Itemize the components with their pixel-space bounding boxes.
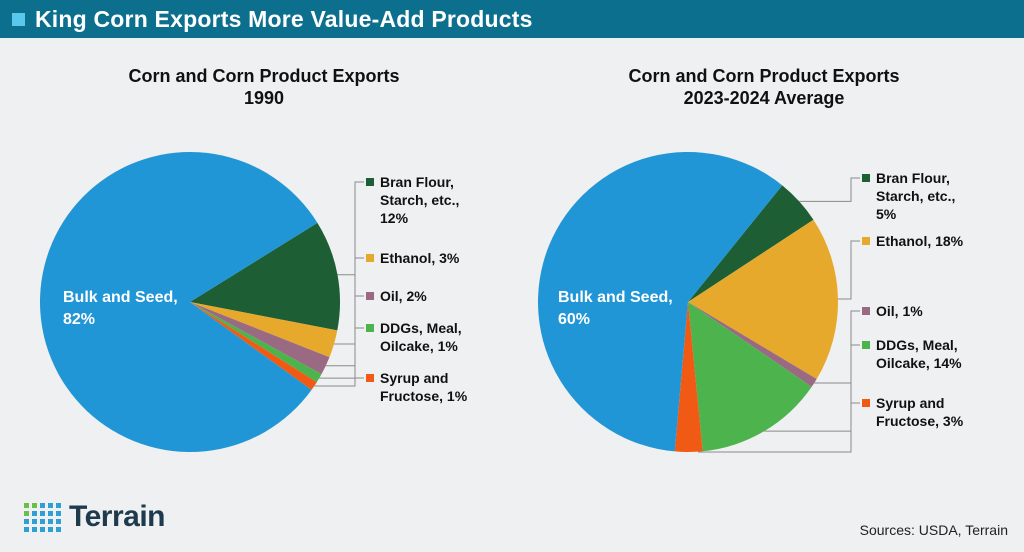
slice-label-ddgs: Oilcake, 1%	[380, 338, 458, 354]
brand-name: Terrain	[69, 500, 165, 533]
page-title: King Corn Exports More Value-Add Product…	[35, 5, 533, 32]
header-bar: King Corn Exports More Value-Add Product…	[0, 0, 1024, 38]
legend-marker-ethanol	[366, 254, 374, 262]
pie-slice-bran	[190, 222, 340, 331]
leader-line-syrup	[314, 377, 364, 387]
slice-label-bran: Bran Flour,	[876, 170, 950, 186]
legend-marker-syrup	[366, 374, 374, 382]
pie-slice-oil	[190, 302, 330, 375]
slice-label-bulk: 82%	[63, 311, 95, 328]
pie-slice-ethanol	[190, 302, 338, 358]
legend-marker-oil	[862, 307, 870, 315]
sources-note: Sources: USDA, Terrain	[859, 522, 1008, 538]
pie-slice-syrup	[674, 302, 703, 452]
pie-slice-bulk	[538, 151, 783, 452]
pie-slice-oil	[688, 302, 817, 387]
leader-line-ddgs	[764, 344, 860, 432]
legend-marker-ddgs	[366, 324, 374, 332]
pie-slice-bran	[688, 185, 814, 302]
slice-label-bran: Bran Flour,	[380, 174, 454, 190]
terrain-logo: Terrain	[24, 500, 165, 534]
leader-line-ddgs	[319, 327, 364, 379]
pie-slice-syrup	[190, 302, 317, 390]
slice-label-bran: 5%	[876, 206, 897, 222]
leader-line-syrup	[698, 402, 860, 453]
chart-title: 1990	[244, 88, 284, 108]
pie-slice-ethanol	[688, 219, 839, 380]
slice-label-bulk: Bulk and Seed,	[558, 289, 673, 306]
slice-label-ethanol: Ethanol, 3%	[380, 250, 460, 266]
legend-marker-ddgs	[862, 341, 870, 349]
slice-label-syrup: Syrup and	[876, 395, 944, 411]
legend-marker-bran	[862, 174, 870, 182]
legend-marker-oil	[366, 292, 374, 300]
slice-label-oil: Oil, 1%	[876, 303, 923, 319]
leader-line-bran	[337, 181, 364, 276]
chart-title: 2023-2024 Average	[684, 88, 845, 108]
slice-label-syrup: Fructose, 3%	[876, 413, 964, 429]
slice-label-oil: Oil, 2%	[380, 288, 427, 304]
pie-slice-bulk	[39, 152, 318, 453]
legend-marker-syrup	[862, 399, 870, 407]
slice-label-bran: Starch, etc.,	[380, 192, 459, 208]
slice-label-ddgs: DDGs, Meal,	[380, 320, 462, 336]
chart-title: Corn and Corn Product Exports	[628, 66, 899, 86]
slice-label-bran: 12%	[380, 210, 409, 226]
slice-label-ddgs: Oilcake, 14%	[876, 355, 962, 371]
chart-title: Corn and Corn Product Exports	[128, 66, 399, 86]
slice-label-syrup: Fructose, 1%	[380, 388, 468, 404]
legend-marker-ethanol	[862, 237, 870, 245]
slice-label-ddgs: DDGs, Meal,	[876, 337, 958, 353]
pie-slice-ddgs	[688, 302, 812, 452]
slice-label-syrup: Syrup and	[380, 370, 448, 386]
slice-label-bulk: Bulk and Seed,	[63, 289, 178, 306]
slice-label-bulk: 60%	[558, 311, 590, 328]
slice-label-bran: Starch, etc.,	[876, 188, 955, 204]
header-square-icon	[12, 12, 25, 26]
terrain-logo-icon	[24, 502, 61, 532]
leader-line-ethanol	[837, 240, 860, 300]
leader-line-bran	[799, 177, 860, 202]
pie-slice-ddgs	[190, 302, 322, 383]
legend-marker-bran	[366, 178, 374, 186]
slice-label-ethanol: Ethanol, 18%	[876, 233, 964, 249]
